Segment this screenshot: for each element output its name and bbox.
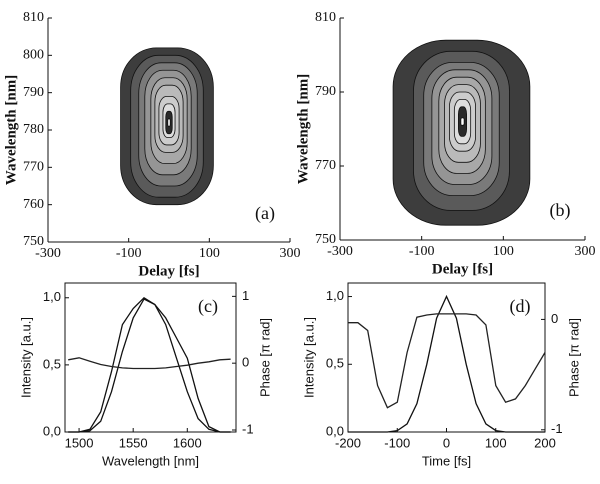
y-tick-label: 0,0 — [326, 423, 344, 438]
x-tick-label: -100 — [116, 246, 142, 261]
y-tick-label: 750 — [23, 234, 44, 249]
y2-tick-label: -1 — [551, 421, 563, 436]
plot-frame — [64, 282, 237, 433]
x-tick-label: -300 — [35, 246, 61, 261]
contour-level — [460, 117, 465, 126]
x-tick-label: 100 — [485, 435, 507, 450]
panel-label: (c) — [198, 296, 218, 317]
y-tick-label: 800 — [23, 48, 44, 63]
y-tick-label: 770 — [315, 158, 336, 173]
y-tick-label: 0,5 — [43, 356, 61, 371]
series-line — [68, 298, 231, 433]
y-tick-label: 760 — [23, 197, 44, 212]
x-tick-label: 100 — [493, 244, 514, 259]
x-tick-label: 1550 — [119, 435, 148, 450]
x-axis-title: Delay [fs] — [138, 263, 199, 279]
y-tick-label: 790 — [315, 84, 336, 99]
x-tick-label: -200 — [335, 435, 361, 450]
series-line — [348, 294, 545, 433]
y-axis-title: Intensity [a.u.] — [18, 317, 33, 398]
x-tick-label: 0 — [443, 435, 450, 450]
y2-axis-title: Phase [π rad] — [257, 318, 272, 397]
x-tick-label: 1500 — [65, 435, 94, 450]
x-tick-label: -300 — [327, 244, 353, 259]
series-line — [68, 296, 231, 433]
panel-label: (b) — [550, 200, 571, 221]
panel-label: (d) — [510, 296, 531, 317]
x-tick-label: 100 — [199, 246, 220, 261]
y-tick-label: 750 — [315, 232, 336, 247]
contour-level — [167, 118, 171, 127]
y-axis-title: Intensity [a.u.] — [301, 317, 316, 398]
x-tick-label: 200 — [534, 435, 556, 450]
x-tick-label: -100 — [409, 244, 435, 259]
y-tick-label: 810 — [315, 10, 336, 25]
x-tick-label: 300 — [575, 244, 596, 259]
y-tick-label: 1,0 — [326, 288, 344, 303]
x-axis-title: Time [fs] — [422, 453, 471, 468]
x-axis-title: Delay [fs] — [432, 261, 493, 277]
y-tick-label: 810 — [23, 10, 44, 25]
y2-tick-label: 1 — [242, 288, 249, 303]
y-axis-title: Wavelength [nm] — [3, 75, 19, 185]
y-axis-title: Wavelength [nm] — [295, 74, 311, 184]
y-tick-label: 780 — [23, 122, 44, 137]
panel-label: (a) — [255, 203, 275, 224]
x-tick-label: 300 — [280, 246, 301, 261]
x-tick-label: -100 — [384, 435, 410, 450]
y2-tick-label: 0 — [242, 355, 249, 370]
x-axis-title: Wavelength [nm] — [102, 453, 199, 468]
series-line — [348, 313, 546, 409]
y-tick-label: 0,5 — [326, 356, 344, 371]
x-tick-label: 1600 — [173, 435, 202, 450]
y2-tick-label: -1 — [242, 421, 254, 436]
y-tick-label: 0,0 — [43, 423, 61, 438]
series-line — [68, 357, 231, 370]
y2-tick-label: 0 — [551, 311, 558, 326]
y-tick-label: 1,0 — [43, 289, 61, 304]
y-tick-label: 770 — [23, 160, 44, 175]
y2-axis-title: Phase [π rad] — [566, 318, 581, 397]
y-tick-label: 790 — [23, 85, 44, 100]
